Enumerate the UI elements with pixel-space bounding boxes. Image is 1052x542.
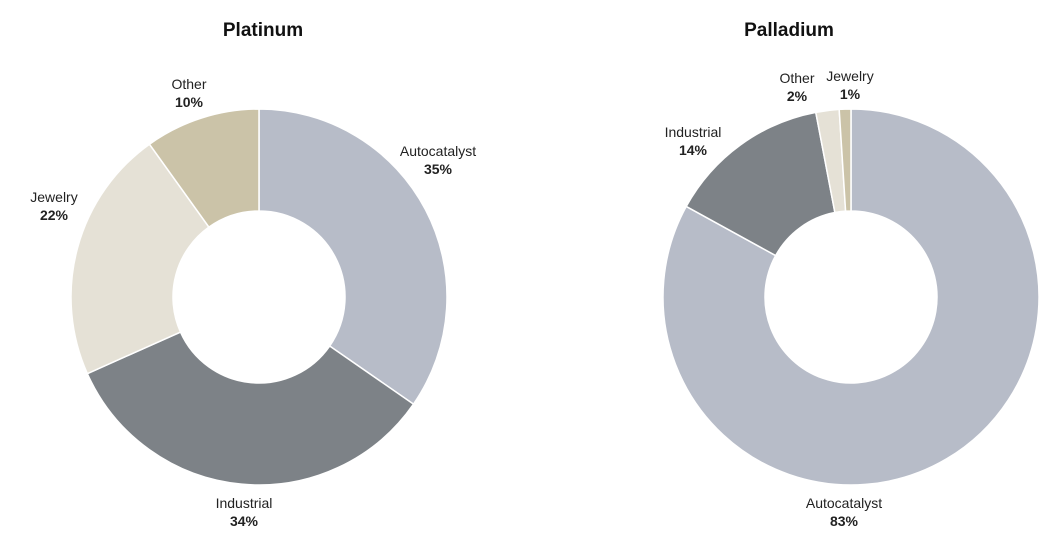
slice-jewelry [70,143,210,375]
slice-jewelry [838,108,852,212]
slice-autocatalyst [258,108,448,406]
chart-title: Palladium [744,20,834,41]
slice-label-autocatalyst: Autocatalyst 35% [399,143,477,177]
slice-label-jewelry: Jewelry 22% [30,189,78,223]
slice-label-industrial: Industrial 34% [215,495,273,529]
slice-label-other: Other 2% [779,70,815,104]
palladium-donut [662,108,1040,486]
slice-label-other: Other 10% [171,76,207,110]
slice-label-autocatalyst: Autocatalyst 83% [805,495,883,529]
palladium-chart: Palladium Autocatalyst 83% Industrial 14… [526,0,1052,542]
slice-industrial [685,111,836,257]
platinum-chart: Platinum Autocatalyst 35% Industrial 34%… [30,20,477,529]
platinum-donut [70,108,448,486]
chart-title: Platinum [222,20,304,41]
slice-label-industrial: Industrial 14% [664,124,722,158]
slice-other [148,108,260,229]
slice-label-jewelry: Jewelry 1% [826,68,874,102]
slice-autocatalyst [662,108,1040,486]
slice-industrial [86,331,415,486]
